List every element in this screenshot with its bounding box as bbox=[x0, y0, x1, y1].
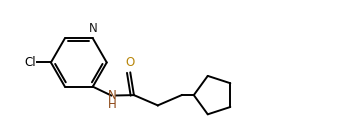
Text: N: N bbox=[89, 22, 98, 35]
Text: N: N bbox=[108, 89, 116, 102]
Text: H: H bbox=[108, 98, 116, 111]
Text: O: O bbox=[126, 56, 135, 69]
Text: Cl: Cl bbox=[25, 56, 36, 69]
